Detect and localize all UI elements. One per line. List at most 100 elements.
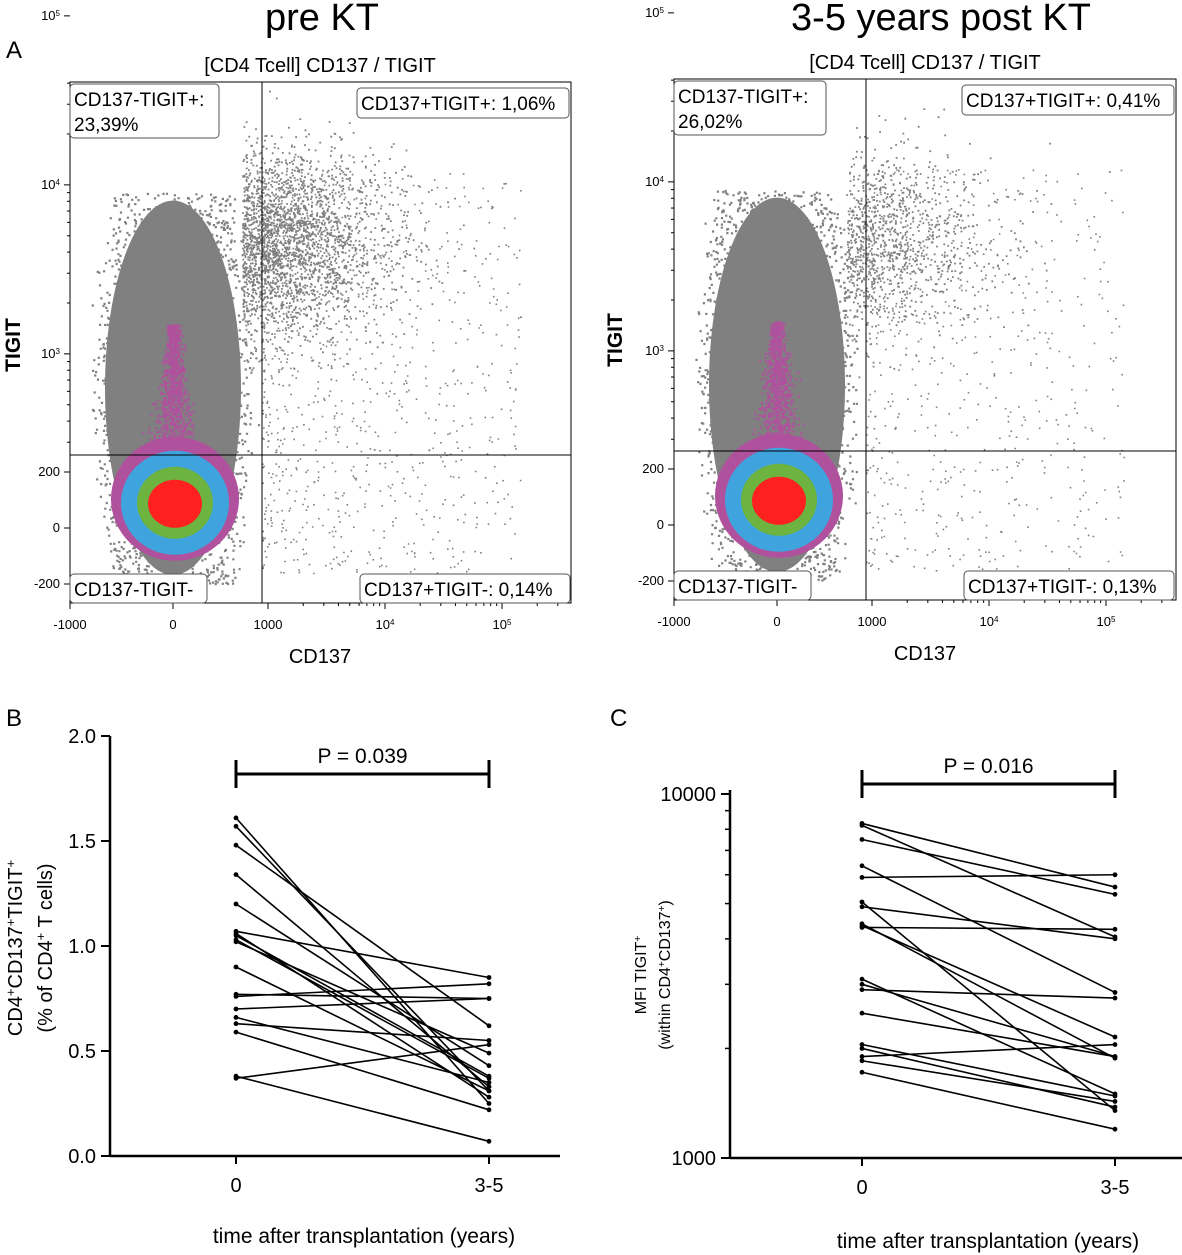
data-point-followup bbox=[486, 1084, 492, 1090]
x-tick-label: 0 bbox=[773, 614, 780, 629]
data-point-baseline bbox=[233, 823, 239, 829]
y-tick-label: 1000 bbox=[672, 1148, 717, 1170]
data-point-baseline bbox=[233, 994, 239, 999]
paired-line bbox=[861, 1043, 1116, 1097]
data-point-baseline bbox=[859, 1046, 865, 1051]
density-red bbox=[148, 479, 202, 528]
paired-line bbox=[861, 926, 1116, 931]
data-point-followup bbox=[1112, 1104, 1118, 1110]
data-point-baseline bbox=[859, 1042, 865, 1047]
paired-line bbox=[235, 934, 490, 1077]
paired-line bbox=[861, 924, 1116, 1038]
paired-line bbox=[861, 983, 1116, 1058]
flow-y-axis-label: TIGIT bbox=[2, 318, 25, 372]
data-point-followup bbox=[1112, 1108, 1118, 1113]
event-cloud-sparse bbox=[866, 169, 1126, 572]
x-tick-label: 1000 bbox=[254, 617, 283, 632]
paired-line bbox=[861, 905, 1116, 940]
paired-line bbox=[235, 938, 490, 1080]
data-point-baseline bbox=[859, 822, 865, 828]
data-point-followup bbox=[486, 1075, 492, 1081]
data-point-baseline bbox=[859, 904, 865, 910]
paired-line bbox=[861, 1059, 1116, 1103]
paired-line bbox=[861, 1043, 1116, 1058]
data-point-baseline bbox=[233, 1029, 239, 1035]
y-tick-label: 0.5 bbox=[68, 1041, 96, 1063]
data-point-baseline bbox=[859, 976, 865, 982]
x-tick-label: 105 bbox=[1097, 614, 1116, 629]
data-point-baseline bbox=[233, 964, 239, 970]
data-point-baseline bbox=[859, 987, 865, 993]
data-point-baseline bbox=[859, 1054, 865, 1059]
y-tick-label: 105 bbox=[41, 8, 60, 23]
x-tick-label: 1000 bbox=[858, 614, 887, 629]
quadrant-value-top-left: 26,02% bbox=[678, 112, 743, 133]
y-axis-title-line2: (within CD4+CD137+) bbox=[657, 900, 675, 1050]
paired-line bbox=[235, 844, 490, 1027]
data-point-baseline bbox=[233, 872, 239, 877]
x-tick-label: -1000 bbox=[53, 617, 86, 632]
quadrant-box-top-left bbox=[69, 83, 220, 139]
paired-line bbox=[235, 997, 490, 1010]
data-point-followup bbox=[486, 981, 492, 987]
paired-line bbox=[861, 978, 1116, 1095]
flow-title: pre KT bbox=[265, 0, 379, 39]
data-point-baseline bbox=[233, 842, 239, 848]
paired-line bbox=[861, 901, 1116, 1112]
flow-subtitle: [CD4 Tcell] CD137 / TIGIT bbox=[809, 52, 1041, 74]
data-point-baseline bbox=[859, 899, 865, 905]
event-cloud-sparse bbox=[262, 173, 522, 575]
panel-label-c: C bbox=[610, 705, 627, 732]
quadrant-label-bottom-left: CD137-TIGIT- bbox=[678, 577, 797, 598]
x-tick-label: 104 bbox=[980, 614, 999, 629]
data-point-followup bbox=[1112, 1126, 1118, 1132]
data-point-baseline bbox=[233, 901, 239, 907]
data-point-followup bbox=[1112, 936, 1118, 942]
data-point-baseline bbox=[233, 1015, 239, 1020]
y-tick-label: 104 bbox=[645, 174, 664, 189]
data-point-followup bbox=[486, 1101, 492, 1106]
paired-line bbox=[235, 825, 490, 1092]
data-point-baseline bbox=[859, 981, 865, 987]
flow-plot-frame bbox=[69, 81, 572, 604]
data-point-baseline bbox=[233, 1006, 239, 1012]
quadrant-box-bottom-left bbox=[69, 573, 208, 604]
y-tick-label: 103 bbox=[645, 343, 664, 358]
quadrant-label-bottom-left: CD137-TIGIT- bbox=[74, 580, 193, 601]
paired-line bbox=[861, 838, 1116, 896]
y-axis-title-line1: MFI TIGIT+ bbox=[633, 936, 651, 1015]
y-tick-label: 104 bbox=[41, 177, 60, 192]
data-point-baseline bbox=[233, 1021, 239, 1027]
paired-line bbox=[235, 1075, 490, 1143]
x-tick-label: 3-5 bbox=[1101, 1177, 1130, 1199]
flow-subtitle: [CD4 Tcell] CD137 / TIGIT bbox=[204, 55, 436, 77]
quadrant-label-top-right: CD137+TIGIT+: 0,41% bbox=[966, 91, 1160, 112]
y-tick-label: 200 bbox=[642, 461, 664, 476]
panel-label-a: A bbox=[6, 37, 22, 64]
data-point-followup bbox=[1112, 1093, 1118, 1099]
quadrant-value-top-left: 23,39% bbox=[74, 115, 139, 136]
quadrant-box-bottom-right bbox=[359, 573, 571, 604]
data-point-followup bbox=[486, 975, 492, 980]
y-tick-label: 10000 bbox=[660, 784, 716, 806]
quadrant-label-top-right: CD137+TIGIT+: 1,06% bbox=[361, 94, 555, 115]
quadrant-label-bottom-right: CD137+TIGIT-: 0,13% bbox=[968, 577, 1157, 598]
paired-line bbox=[861, 824, 1116, 938]
data-point-followup bbox=[486, 1107, 492, 1113]
paired-line bbox=[235, 966, 490, 1092]
flow-x-axis-label: CD137 bbox=[894, 643, 956, 665]
quadrant-label-top-left: CD137-TIGIT+: bbox=[74, 90, 204, 111]
paired-line bbox=[861, 1047, 1116, 1108]
y-tick-label: 0 bbox=[657, 517, 664, 532]
y-tick-label: 1.5 bbox=[68, 831, 96, 853]
x-axis-title: time after transplantation (years) bbox=[837, 1230, 1139, 1253]
quadrant-box-top-left bbox=[673, 80, 827, 136]
data-point-followup bbox=[486, 1063, 492, 1069]
x-tick-label: 105 bbox=[493, 617, 512, 632]
paired-line bbox=[861, 1012, 1116, 1058]
y-tick-label: 103 bbox=[41, 346, 60, 361]
data-point-followup bbox=[1112, 995, 1118, 1001]
data-point-baseline bbox=[859, 1069, 865, 1075]
quadrant-label-bottom-right: CD137+TIGIT-: 0,14% bbox=[364, 580, 553, 601]
data-point-followup bbox=[1112, 1099, 1118, 1104]
